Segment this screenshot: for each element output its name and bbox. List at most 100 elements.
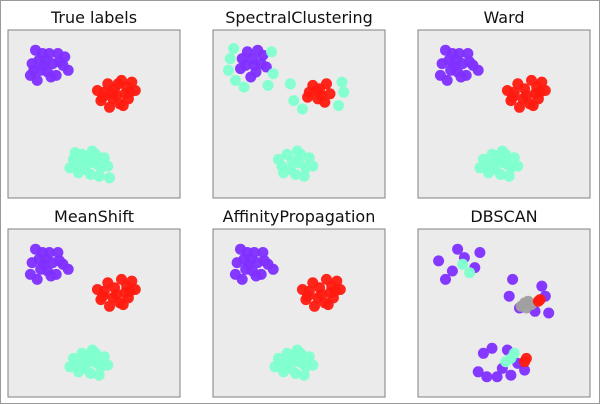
data-point-red [102, 277, 114, 289]
data-point-teal [336, 76, 348, 88]
data-point-red [310, 85, 322, 96]
data-point-red [520, 352, 532, 364]
data-point-purple [440, 273, 451, 285]
data-point-red [300, 294, 312, 306]
data-point-purple [31, 74, 43, 86]
data-point-purple [257, 247, 269, 258]
data-point-teal [503, 170, 515, 182]
data-point-purple [519, 364, 531, 376]
data-point-purple [248, 59, 260, 71]
data-point-teal [293, 157, 305, 169]
data-point-red [117, 299, 129, 311]
data-point-red [303, 285, 315, 297]
data-point-red [117, 100, 129, 112]
data-point-purple [455, 71, 467, 83]
data-point-purple [59, 51, 71, 63]
data-point-teal [272, 352, 284, 364]
data-point-teal [457, 258, 469, 270]
data-point-teal [267, 68, 279, 80]
data-point-purple [26, 257, 38, 269]
data-point-teal [291, 145, 303, 157]
data-point-teal [272, 153, 284, 165]
subplot-2: SpectralClustering [212, 8, 386, 199]
data-point-teal [278, 167, 289, 179]
data-point-teal [102, 359, 114, 371]
data-point-teal [98, 152, 110, 164]
data-point-teal [298, 369, 310, 381]
data-point-purple [452, 243, 464, 255]
data-point-purple [235, 63, 246, 75]
data-point-red [309, 300, 320, 312]
subplot-6: DBSCAN [417, 207, 591, 398]
subplot-1: True labels [7, 8, 181, 199]
data-point-teal [333, 100, 345, 112]
data-point-teal [474, 162, 486, 174]
data-point-purple [433, 255, 445, 267]
data-point-purple [252, 44, 264, 56]
data-point-red [102, 78, 114, 90]
data-point-red [98, 285, 110, 297]
data-point-red [514, 101, 525, 113]
data-point-red [307, 277, 319, 289]
data-point-purple [446, 265, 458, 277]
subplot-title: AffinityPropagation [223, 207, 376, 226]
data-point-teal [508, 347, 520, 359]
data-point-teal [278, 366, 289, 378]
data-point-red [505, 95, 517, 107]
subplot-title: SpectralClustering [225, 8, 373, 27]
data-point-red [534, 86, 546, 98]
data-point-purple [236, 53, 248, 65]
data-point-purple [45, 270, 57, 282]
data-point-red [124, 86, 136, 98]
data-point-teal [508, 152, 520, 164]
data-point-teal [104, 172, 115, 184]
data-point-teal [307, 160, 319, 172]
data-point-purple [262, 258, 274, 270]
subplot-title: True labels [50, 8, 137, 27]
data-point-red [321, 78, 332, 90]
data-point-red [534, 294, 546, 306]
data-point-purple [38, 258, 50, 270]
data-point-teal [303, 152, 315, 164]
data-point-red [124, 285, 136, 297]
data-point-teal [64, 361, 76, 373]
data-point-teal [69, 147, 81, 159]
subplot-5: AffinityPropagation [212, 207, 386, 398]
data-point-teal [281, 148, 293, 160]
data-point-teal [512, 160, 524, 172]
data-point-red [112, 78, 124, 90]
data-point-teal [223, 64, 234, 76]
data-point-teal [307, 359, 319, 371]
data-point-red [329, 285, 341, 297]
subplot-title: MeanShift [54, 207, 134, 226]
data-point-purple [472, 366, 484, 378]
data-point-teal [303, 351, 315, 363]
data-point-purple [245, 71, 257, 83]
data-point-teal [73, 167, 84, 179]
data-point-red [512, 78, 524, 90]
data-point-purple [462, 48, 474, 59]
data-point-teal [262, 79, 274, 91]
data-point-teal [284, 78, 296, 90]
data-point-purple [477, 347, 489, 359]
data-point-purple [236, 273, 248, 285]
data-point-purple [30, 243, 41, 255]
data-point-purple [467, 59, 479, 71]
data-point-teal [493, 150, 505, 162]
data-point-red [95, 95, 107, 107]
data-point-purple [250, 270, 262, 282]
data-point-purple [260, 61, 272, 73]
data-point-teal [501, 158, 513, 170]
data-point-teal [83, 150, 95, 162]
data-point-teal [464, 267, 476, 279]
data-point-teal [238, 81, 250, 93]
data-point-red [520, 90, 532, 101]
data-point-teal [288, 349, 300, 361]
data-point-red [104, 101, 115, 113]
data-point-red [95, 294, 107, 306]
data-point-teal [98, 351, 110, 363]
data-point-purple [243, 258, 255, 270]
data-point-purple [231, 257, 243, 269]
data-point-teal [228, 43, 240, 54]
